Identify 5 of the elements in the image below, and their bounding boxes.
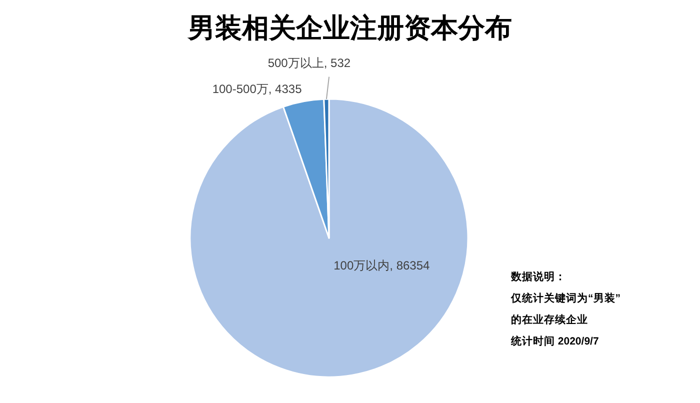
annotation: 的在业存续企业: [511, 314, 588, 326]
annotation: 仅统计关键词为“男装”: [511, 292, 620, 304]
annotation: 统计时间 2020/9/7: [511, 336, 599, 348]
title: 男装相关企业注册资本分布: [188, 13, 512, 43]
annotation: 数据说明：: [511, 271, 566, 283]
